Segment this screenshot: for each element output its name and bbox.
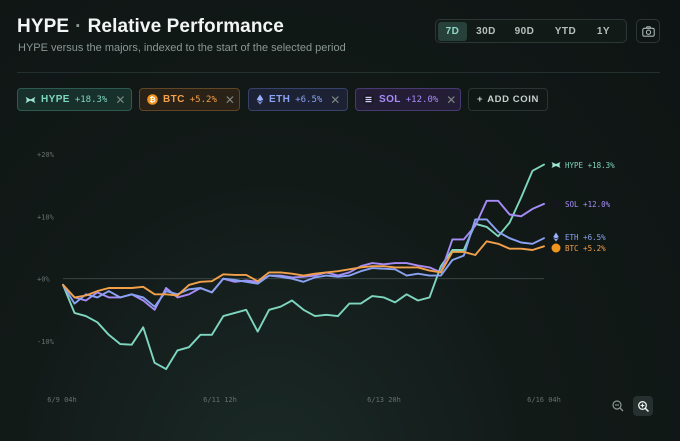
coin-chip-change: +6.5% — [295, 94, 323, 105]
btc-logo-icon — [551, 243, 561, 253]
y-tick-label: -10% — [37, 338, 55, 346]
page-subtitle: HYPE versus the majors, indexed to the s… — [18, 42, 346, 54]
y-tick-label: +10% — [37, 213, 55, 221]
remove-eth-close-icon[interactable]: ✕ — [330, 92, 341, 107]
title-asset: HYPE — [17, 16, 70, 37]
series-end-label-btc: BTC +5.2% — [565, 244, 606, 253]
series-line-sol — [62, 199, 545, 311]
camera-icon — [641, 25, 655, 37]
eth-logo-icon — [553, 232, 559, 242]
hype-logo-icon — [551, 162, 561, 168]
hype-logo-icon — [25, 94, 36, 105]
series-end-label-hype: HYPE +18.3% — [565, 161, 615, 170]
range-ytd-button[interactable]: YTD — [554, 25, 577, 37]
remove-hype-close-icon[interactable]: ✕ — [115, 92, 126, 107]
btc-logo-icon: ₿ — [147, 94, 158, 105]
zoom-out-icon — [612, 400, 624, 412]
x-tick-label: 6/13 20h — [367, 396, 401, 404]
series-end-label-sol: SOL +12.0% — [565, 200, 611, 209]
remove-btc-close-icon[interactable]: ✕ — [224, 92, 235, 107]
coin-chip-change: +5.2% — [189, 94, 217, 105]
zoom-in-button[interactable] — [633, 396, 653, 416]
range-90d-button[interactable]: 90D — [514, 25, 535, 37]
range-7d-button[interactable]: 7D — [438, 21, 467, 41]
coin-chip-symbol: ETH — [269, 94, 291, 105]
coin-chip-symbol: BTC — [163, 94, 185, 105]
x-tick-label: 6/16 04h — [527, 396, 561, 404]
range-30d-button[interactable]: 30D — [476, 25, 496, 37]
svg-text:₿: ₿ — [149, 95, 155, 104]
title-suffix: Relative Performance — [87, 16, 284, 37]
zoom-in-icon — [637, 400, 649, 412]
zoom-out-button[interactable] — [611, 399, 625, 413]
remove-sol-close-icon[interactable]: ✕ — [446, 92, 457, 107]
coin-chip-btc[interactable]: ₿ BTC +5.2% ✕ — [139, 88, 240, 111]
add-coin-button[interactable]: + ADD COIN — [468, 88, 548, 111]
sol-logo-icon — [363, 94, 374, 105]
screenshot-button[interactable] — [636, 19, 660, 43]
y-tick-label: +0% — [37, 276, 50, 284]
y-tick-label: +20% — [37, 151, 55, 159]
coin-chip-change: +18.3% — [74, 94, 108, 105]
coin-chip-hype[interactable]: HYPE +18.3% ✕ — [17, 88, 132, 111]
coin-chip-symbol: HYPE — [41, 94, 70, 105]
x-tick-label: 6/9 04h — [47, 396, 77, 404]
series-line-btc — [62, 240, 545, 299]
series-end-label-eth: ETH +6.5% — [565, 233, 606, 242]
coin-chip-symbol: SOL — [379, 94, 401, 105]
series-line-hype — [62, 163, 545, 371]
add-coin-label: ADD COIN — [487, 94, 539, 105]
page-title: HYPE · Relative Performance — [17, 16, 284, 38]
series-line-eth — [62, 218, 545, 308]
header-divider — [17, 72, 660, 73]
coin-chip-change: +12.0% — [405, 94, 439, 105]
coin-chip-sol[interactable]: SOL +12.0% ✕ — [355, 88, 461, 111]
eth-logo-icon — [256, 94, 264, 105]
plus-icon: + — [477, 94, 484, 105]
title-separator: · — [75, 16, 82, 37]
coin-chip-eth[interactable]: ETH +6.5% ✕ — [248, 88, 348, 111]
x-tick-label: 6/11 12h — [203, 396, 237, 404]
time-range-selector: 7D 30D 90D YTD 1Y — [435, 19, 627, 43]
range-1y-button[interactable]: 1Y — [596, 25, 611, 37]
sol-logo-icon — [551, 199, 561, 209]
